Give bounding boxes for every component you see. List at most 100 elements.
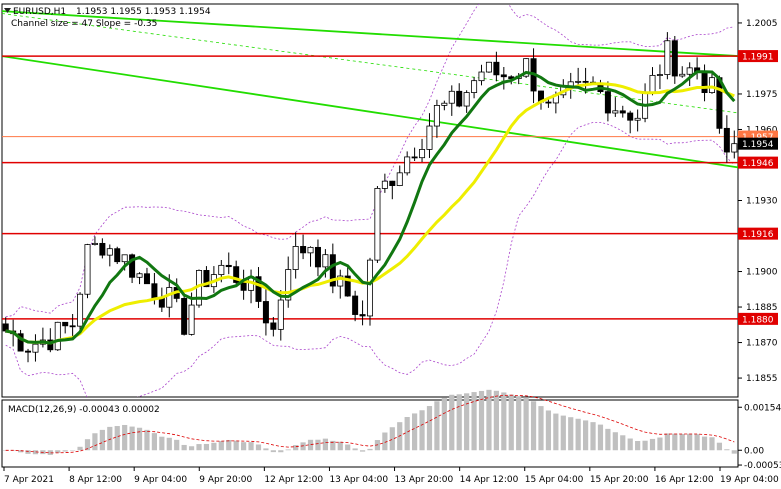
candle-body <box>300 246 307 254</box>
collapse-arrow-icon[interactable] <box>4 8 11 13</box>
candle-body <box>106 248 113 256</box>
candle-body <box>218 264 225 276</box>
macd-tick-label: 0.00154 <box>744 403 781 413</box>
macd-histogram-bar <box>530 401 537 451</box>
time-tick-label: 13 Apr 04:00 <box>329 475 388 485</box>
macd-histogram-bar <box>203 443 210 451</box>
macd-tick-label: 0.00 <box>744 446 764 456</box>
macd-histogram-bar <box>359 450 366 452</box>
time-tick-label: 12 Apr 12:00 <box>264 475 323 485</box>
ma-fast-line <box>5 70 736 345</box>
macd-histogram-bar <box>337 441 343 451</box>
candle-body <box>374 188 381 261</box>
candle-body <box>426 125 433 150</box>
time-tick-label: 8 Apr 12:00 <box>69 475 122 485</box>
macd-histogram-bar <box>293 445 299 451</box>
macd-histogram-bar <box>17 450 24 453</box>
macd-histogram-bar <box>508 394 514 451</box>
candle-body <box>493 61 500 76</box>
macd-histogram-bar <box>523 397 529 451</box>
macd-histogram-bar <box>419 410 425 451</box>
candle-body <box>478 71 485 82</box>
candle-body <box>270 322 277 330</box>
macd-histogram-bar <box>25 450 31 454</box>
candle-body <box>656 74 663 76</box>
candle-body <box>627 112 634 121</box>
candle-body <box>686 67 693 75</box>
candle-body <box>344 275 351 297</box>
candle-body <box>352 295 359 315</box>
macd-histogram-bar <box>687 433 693 451</box>
price-tick-label: 1.1975 <box>746 90 778 100</box>
macd-histogram-bar <box>590 422 596 451</box>
macd-histogram-bar <box>144 429 150 451</box>
level-label: 1.1991 <box>742 53 774 63</box>
time-tick-label: 9 Apr 04:00 <box>134 475 187 485</box>
price-axis: 1.20051.19901.19751.19601.19451.19301.19… <box>738 19 781 471</box>
macd-histogram-bar <box>701 436 708 451</box>
price-tick-label: 1.1900 <box>746 268 778 278</box>
macd-histogram-bar <box>464 393 470 451</box>
candle-body <box>136 273 143 278</box>
macd-histogram-bar <box>367 448 373 451</box>
macd-histogram-bar <box>107 426 113 451</box>
macd-histogram-bar <box>345 444 351 451</box>
macd-histogram-bar <box>478 390 485 451</box>
macd-histogram-bar <box>233 440 239 451</box>
macd-histogram-bar <box>47 450 53 455</box>
level-badge <box>738 50 778 63</box>
candle-body <box>389 180 396 186</box>
macd-histogram-bar <box>330 440 336 451</box>
candle-body <box>448 90 455 104</box>
price-tick-label: 1.1960 <box>746 125 778 135</box>
candle-body <box>723 127 730 153</box>
macd-histogram-bar <box>441 397 447 451</box>
macd-histogram-bar <box>32 450 39 455</box>
macd-histogram-bar <box>471 392 477 451</box>
candle-body <box>47 339 54 351</box>
macd-histogram-bar <box>166 437 172 451</box>
macd-histogram-bar <box>679 433 685 451</box>
macd-histogram-bar <box>218 441 224 451</box>
candle-body <box>671 40 678 77</box>
macd-histogram-bar <box>136 427 143 451</box>
main-pane <box>1 3 739 398</box>
candle-body <box>411 156 418 159</box>
candle-body <box>129 254 136 278</box>
price-tick-label: 1.1930 <box>746 197 778 207</box>
macd-histogram-bar <box>129 426 135 451</box>
macd-histogram-bar <box>516 396 522 451</box>
macd-histogram-bar <box>434 401 440 451</box>
macd-histogram-bar <box>649 438 656 451</box>
macd-tick-label: -0.00053 <box>744 461 781 471</box>
candle-body <box>619 110 626 114</box>
macd-histogram-bar <box>486 389 492 451</box>
macd-histogram-bar <box>456 394 462 451</box>
channel-info: Channel size = 47 Slope = -0.35 <box>11 19 157 29</box>
macd-histogram-bar <box>582 420 589 451</box>
candle-body <box>471 80 478 93</box>
candle-body <box>188 304 195 335</box>
time-tick-label: 16 Apr 12:00 <box>655 475 714 485</box>
macd-histogram-bar <box>84 439 91 451</box>
level-badge <box>738 312 778 325</box>
time-axis: 7 Apr 2021 8 Apr 12:00 9 Apr 04:00 9 Apr 20… <box>3 467 779 485</box>
macd-histogram-bar <box>642 440 648 451</box>
main-plot-area <box>2 4 738 397</box>
macd-histogram-bar <box>382 432 388 451</box>
macd-histogram-bar <box>657 437 663 451</box>
macd-histogram-bar <box>545 410 552 451</box>
candle-body <box>381 180 388 189</box>
candle-body <box>166 287 173 308</box>
candle-body <box>708 77 715 94</box>
candle-body <box>54 321 61 351</box>
candle-body <box>255 276 262 302</box>
macd-histogram-bar <box>188 446 195 451</box>
price-tick-label: 1.2005 <box>746 19 778 29</box>
macd-histogram-bar <box>255 444 262 451</box>
candle-body <box>485 61 492 73</box>
macd-histogram-bar <box>575 418 581 451</box>
level-badge <box>738 137 778 150</box>
candle-body <box>203 270 210 288</box>
macd-histogram-bar <box>248 442 254 451</box>
